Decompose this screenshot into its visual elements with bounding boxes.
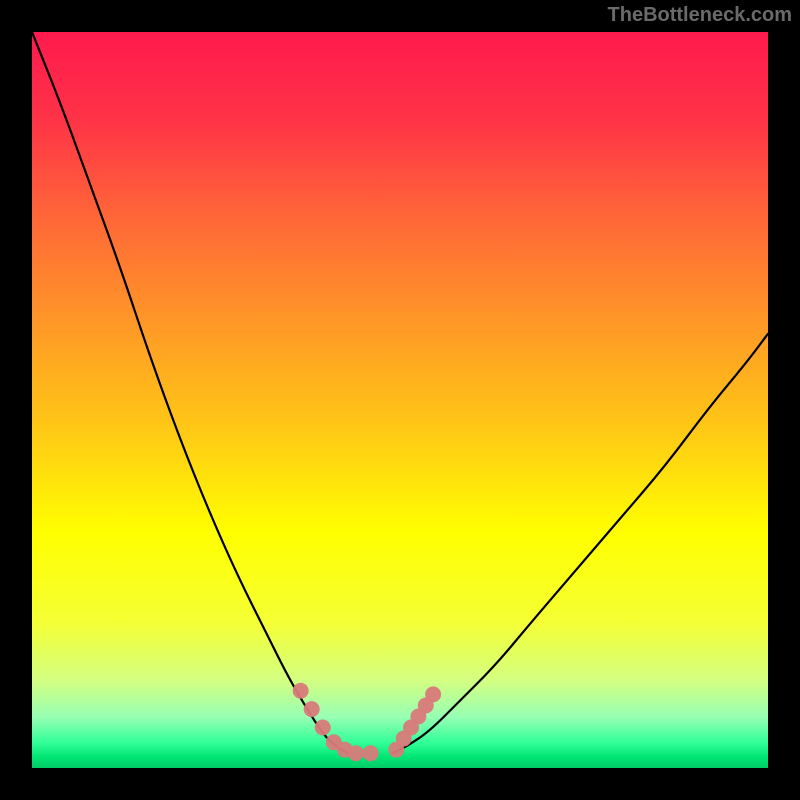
curves-layer [32, 32, 768, 768]
plot-area [32, 32, 768, 768]
chart-container: TheBottleneck.com [0, 0, 800, 800]
data-marker [315, 720, 331, 736]
watermark-text: TheBottleneck.com [608, 4, 792, 27]
data-marker [304, 701, 320, 717]
data-marker [363, 745, 379, 761]
marker-cluster-left [293, 683, 379, 762]
data-marker [348, 745, 364, 761]
data-marker [293, 683, 309, 699]
data-marker [425, 686, 441, 702]
bottleneck-curve-right [393, 334, 768, 754]
marker-cluster-right [388, 686, 441, 757]
bottleneck-curve-left [32, 32, 348, 753]
